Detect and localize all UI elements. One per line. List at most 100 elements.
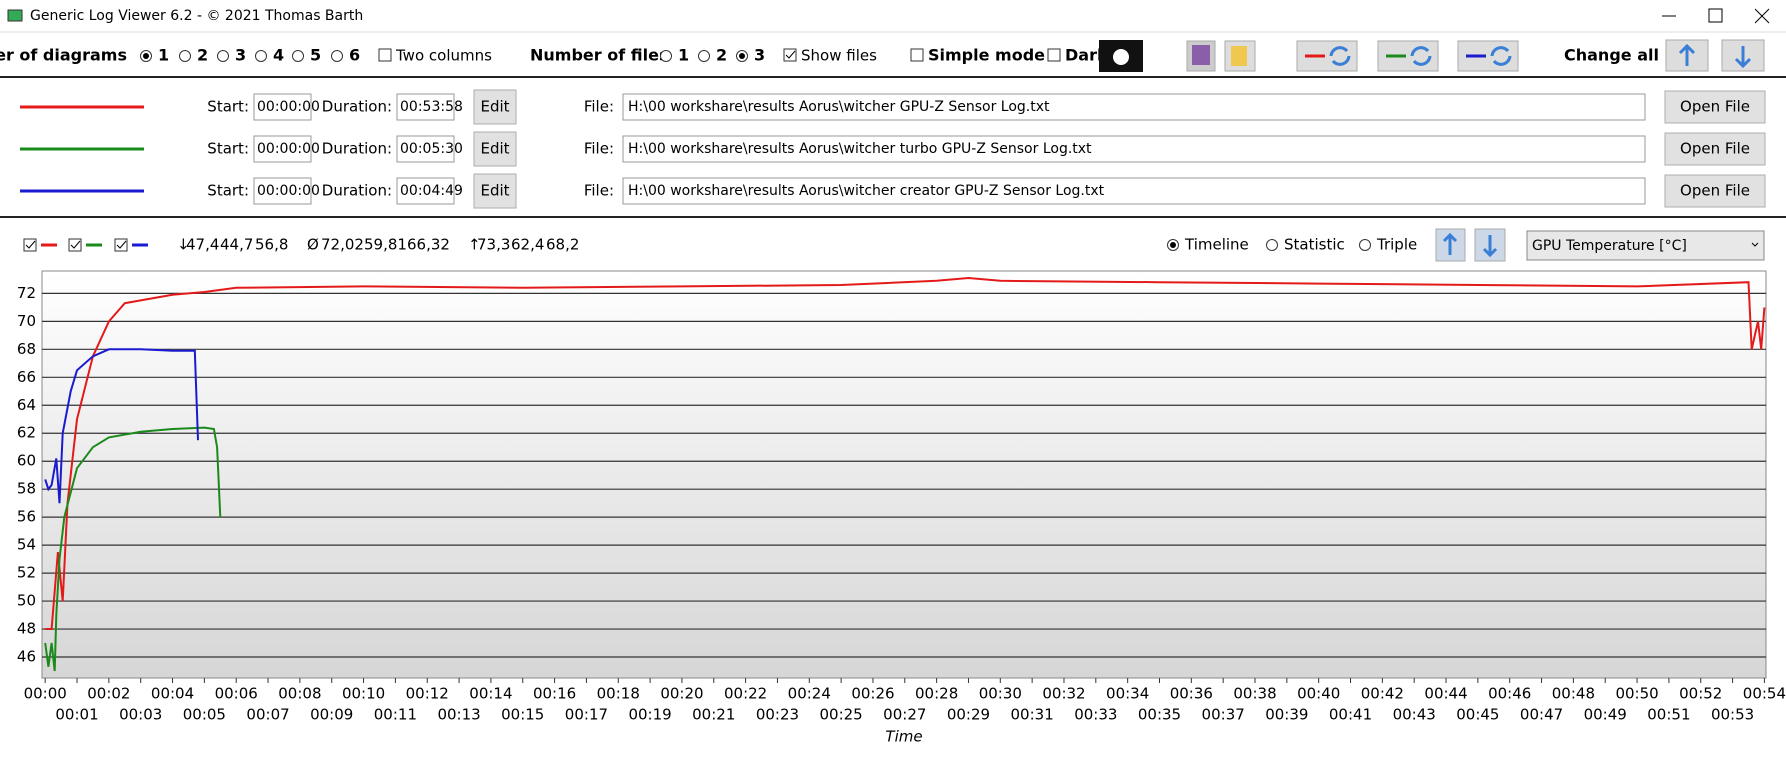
x-tick-label: 00:45 [1456, 706, 1499, 724]
x-tick-label: 00:32 [1042, 685, 1085, 703]
path: H:\00 workshare\results Aorus\witcher GP… [628, 99, 1050, 115]
maximize[interactable] [1708, 8, 1723, 23]
radio[interactable] [1359, 239, 1371, 251]
checkbox[interactable] [378, 48, 392, 62]
stat-avg: 66,32 [407, 236, 450, 254]
duration-box[interactable] [396, 93, 455, 121]
diagram-option: 4 [273, 46, 284, 65]
x-tick-label: 00:30 [979, 685, 1022, 703]
file-label: File: [584, 98, 614, 116]
checkbox[interactable] [910, 48, 924, 62]
x-tick-label: 00:16 [533, 685, 576, 703]
y-tick-label: 60 [17, 452, 36, 470]
x-tick-label: 00:24 [788, 685, 831, 703]
edit-button[interactable] [473, 131, 517, 167]
show-files: Show files [801, 47, 877, 65]
radio[interactable] [255, 50, 267, 62]
camera-icon [1113, 49, 1129, 65]
file-option: 3 [754, 46, 765, 65]
duration-box[interactable] [396, 135, 455, 163]
y-tick-label: 58 [17, 480, 36, 498]
duration: 00:04:49 [400, 183, 463, 199]
x-tick-label: 00:38 [1233, 685, 1276, 703]
series-line [44, 426, 222, 672]
series-line [44, 348, 199, 504]
checkbox[interactable] [23, 238, 37, 252]
radio[interactable] [179, 50, 191, 62]
view-option: Triple [1376, 236, 1417, 254]
start-box[interactable] [253, 135, 312, 163]
swap-icon [1329, 46, 1351, 66]
x-tick-label: 00:21 [692, 706, 735, 724]
checkbox[interactable] [783, 48, 797, 62]
checkbox[interactable] [1047, 48, 1061, 62]
radio[interactable] [660, 50, 672, 62]
change-all: Change all [1564, 46, 1659, 65]
y-tick-label: 64 [17, 396, 36, 414]
checkbox[interactable] [114, 238, 128, 252]
y-tick-label: 68 [17, 340, 36, 358]
open-button[interactable] [1664, 90, 1766, 124]
close[interactable] [1754, 8, 1770, 24]
radio[interactable] [217, 50, 229, 62]
x-axis-label: Time [885, 728, 922, 746]
x-tick-label: 00:14 [469, 685, 512, 703]
dark: Dark [1065, 46, 1108, 65]
x-tick-label: 00:48 [1552, 685, 1595, 703]
min-symbol: ↓ [177, 236, 190, 254]
duration: 00:53:58 [400, 99, 463, 115]
radio[interactable] [1266, 239, 1278, 251]
open-button[interactable] [1664, 174, 1766, 208]
y-tick-label: 56 [17, 508, 36, 526]
x-tick-label: 00:54 [1743, 685, 1786, 703]
open-button[interactable] [1664, 132, 1766, 166]
y-tick-label: 70 [17, 312, 36, 330]
start-box[interactable] [253, 93, 312, 121]
start-box[interactable] [253, 177, 312, 205]
diagram-option: 2 [197, 46, 208, 65]
x-tick-label: 00:40 [1297, 685, 1340, 703]
y-tick-label: 52 [17, 564, 36, 582]
x-tick-label: 00:47 [1520, 706, 1563, 724]
path-box[interactable] [622, 135, 1646, 163]
checkbox[interactable] [68, 238, 82, 252]
edit-button[interactable] [473, 173, 517, 209]
x-tick-label: 00:44 [1424, 685, 1467, 703]
x-tick-label: 00:36 [1170, 685, 1213, 703]
down-icon [1482, 235, 1498, 258]
swap-icon [1410, 46, 1432, 66]
y-tick-label: 62 [17, 424, 36, 442]
open-file: Open File [1680, 140, 1750, 158]
radio-dot [143, 53, 149, 59]
down-icon [1734, 46, 1752, 69]
diagram-option: 3 [235, 46, 246, 65]
radio[interactable] [331, 50, 343, 62]
x-tick-label: 00:01 [55, 706, 98, 724]
start: 00:00:00 [257, 141, 320, 157]
x-tick-label: 00:34 [1106, 685, 1149, 703]
path-box[interactable] [622, 177, 1646, 205]
color-buttons [1296, 40, 1519, 72]
x-tick-label: 00:49 [1584, 706, 1627, 724]
x-tick-label: 00:43 [1393, 706, 1436, 724]
path-box[interactable] [622, 93, 1646, 121]
x-tick-label: 00:53 [1711, 706, 1754, 724]
file-option: 1 [678, 46, 689, 65]
radio-dot [739, 53, 745, 59]
x-tick-label: 00:37 [1202, 706, 1245, 724]
avg-symbol: Ø [307, 236, 319, 254]
x-tick-label: 00:03 [119, 706, 162, 724]
edit-button[interactable] [473, 89, 517, 125]
radio[interactable] [698, 50, 710, 62]
x-tick-label: 00:11 [374, 706, 417, 724]
up-icon [1678, 43, 1696, 66]
sensor-select[interactable] [1526, 230, 1765, 261]
color-button[interactable] [1377, 40, 1439, 72]
radio[interactable] [292, 50, 304, 62]
save-icon [1192, 45, 1210, 65]
x-tick-label: 00:41 [1329, 706, 1372, 724]
duration-box[interactable] [396, 177, 455, 205]
check [25, 240, 36, 249]
x-tick-label: 00:09 [310, 706, 353, 724]
